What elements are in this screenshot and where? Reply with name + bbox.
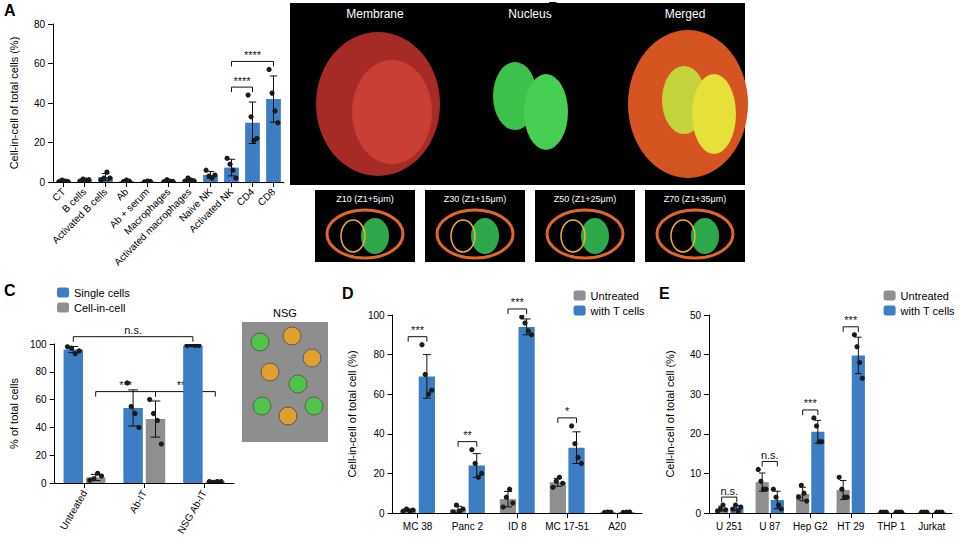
svg-text:20: 20 <box>35 450 47 461</box>
svg-text:60: 60 <box>373 389 385 400</box>
svg-text:***: *** <box>844 314 858 326</box>
svg-text:*: * <box>565 405 570 417</box>
svg-text:n.s.: n.s. <box>720 485 738 497</box>
svg-text:Hep G2: Hep G2 <box>793 521 828 532</box>
svg-text:ID 8: ID 8 <box>508 521 527 532</box>
html-text:B: B <box>548 0 560 17</box>
svg-text:Activated NK: Activated NK <box>187 186 236 235</box>
svg-text:0: 0 <box>379 508 385 519</box>
svg-text:Ab-IT: Ab-IT <box>127 488 149 515</box>
svg-text:***: *** <box>804 397 818 409</box>
html-text:C: C <box>4 282 16 299</box>
svg-text:Activated macrophages: Activated macrophages <box>112 186 194 268</box>
svg-text:40: 40 <box>34 98 46 109</box>
svg-text:Cell-in-cell: Cell-in-cell <box>74 302 125 314</box>
svg-text:**: ** <box>463 429 472 441</box>
svg-text:Z30 (Z1+15μm): Z30 (Z1+15μm) <box>444 194 506 204</box>
svg-text:Cell-in-cell of total cells (%: Cell-in-cell of total cells (%) <box>8 37 20 170</box>
svg-text:20: 20 <box>34 137 46 148</box>
svg-text:****: **** <box>233 75 251 87</box>
svg-text:A20: A20 <box>608 521 626 532</box>
svg-text:80: 80 <box>35 366 47 377</box>
svg-text:***: *** <box>411 324 425 336</box>
html-text:A: A <box>4 2 16 19</box>
html-text:D: D <box>342 285 354 302</box>
svg-text:MC 17-51: MC 17-51 <box>545 521 589 532</box>
svg-text:20: 20 <box>690 428 702 439</box>
svg-text:HT 29: HT 29 <box>837 521 864 532</box>
svg-text:50: 50 <box>690 310 702 321</box>
svg-text:***: *** <box>119 379 133 391</box>
svg-text:CD8: CD8 <box>255 186 277 208</box>
svg-text:Untreated: Untreated <box>591 290 639 302</box>
svg-text:20: 20 <box>373 468 385 479</box>
svg-text:100: 100 <box>368 310 385 321</box>
svg-text:Merged: Merged <box>665 7 706 21</box>
svg-text:0: 0 <box>695 508 701 519</box>
svg-text:100: 100 <box>30 339 47 350</box>
svg-text:U 251: U 251 <box>716 521 743 532</box>
svg-text:Activated B cells: Activated B cells <box>50 186 110 246</box>
svg-text:Cell-in-cell of total cell (%): Cell-in-cell of total cell (%) <box>664 350 676 477</box>
svg-text:40: 40 <box>35 422 47 433</box>
svg-text:Naive NK: Naive NK <box>176 186 215 224</box>
svg-text:Jurkat: Jurkat <box>918 521 945 532</box>
svg-text:****: **** <box>244 49 262 61</box>
svg-text:% of total cells: % of total cells <box>8 378 20 449</box>
svg-text:Macrophages: Macrophages <box>121 186 173 237</box>
svg-text:Cell-in-cell of total cell (%): Cell-in-cell of total cell (%) <box>346 350 358 477</box>
svg-text:80: 80 <box>373 349 385 360</box>
svg-text:Z50 (Z1+25μm): Z50 (Z1+25μm) <box>554 194 616 204</box>
svg-text:THP 1: THP 1 <box>877 521 906 532</box>
svg-text:Membrane: Membrane <box>346 7 404 21</box>
svg-text:30: 30 <box>690 389 702 400</box>
svg-text:Nucleus: Nucleus <box>508 7 551 21</box>
svg-text:40: 40 <box>373 428 385 439</box>
svg-text:with T cells: with T cells <box>590 305 646 317</box>
svg-text:Panc 2: Panc 2 <box>452 521 484 532</box>
svg-text:60: 60 <box>35 394 47 405</box>
svg-text:Single cells: Single cells <box>74 287 130 299</box>
svg-text:Ab: Ab <box>114 186 131 203</box>
svg-text:10: 10 <box>690 468 702 479</box>
svg-text:***: *** <box>511 296 525 308</box>
svg-text:40: 40 <box>690 349 702 360</box>
svg-text:0: 0 <box>39 177 45 188</box>
svg-text:Z10 (Z1+5μm): Z10 (Z1+5μm) <box>336 194 393 204</box>
html-text:E: E <box>659 285 670 302</box>
svg-text:MC 38: MC 38 <box>403 521 433 532</box>
svg-text:NSG Ab-IT: NSG Ab-IT <box>175 488 209 535</box>
svg-text:NSG: NSG <box>273 307 297 319</box>
svg-text:Ab + serum: Ab + serum <box>107 186 152 231</box>
svg-text:Untreated: Untreated <box>58 488 89 531</box>
svg-text:n.s.: n.s. <box>124 324 142 336</box>
svg-text:60: 60 <box>34 58 46 69</box>
svg-text:n.s.: n.s. <box>761 449 779 461</box>
svg-text:Untreated: Untreated <box>901 290 949 302</box>
svg-text:CT: CT <box>50 186 68 204</box>
svg-text:with T cells: with T cells <box>900 305 956 317</box>
svg-text:CD4: CD4 <box>234 186 256 208</box>
svg-text:80: 80 <box>34 19 46 30</box>
svg-text:U 87: U 87 <box>759 521 781 532</box>
svg-text:0: 0 <box>41 478 47 489</box>
svg-text:Z70 (Z1+35μm): Z70 (Z1+35μm) <box>664 194 726 204</box>
